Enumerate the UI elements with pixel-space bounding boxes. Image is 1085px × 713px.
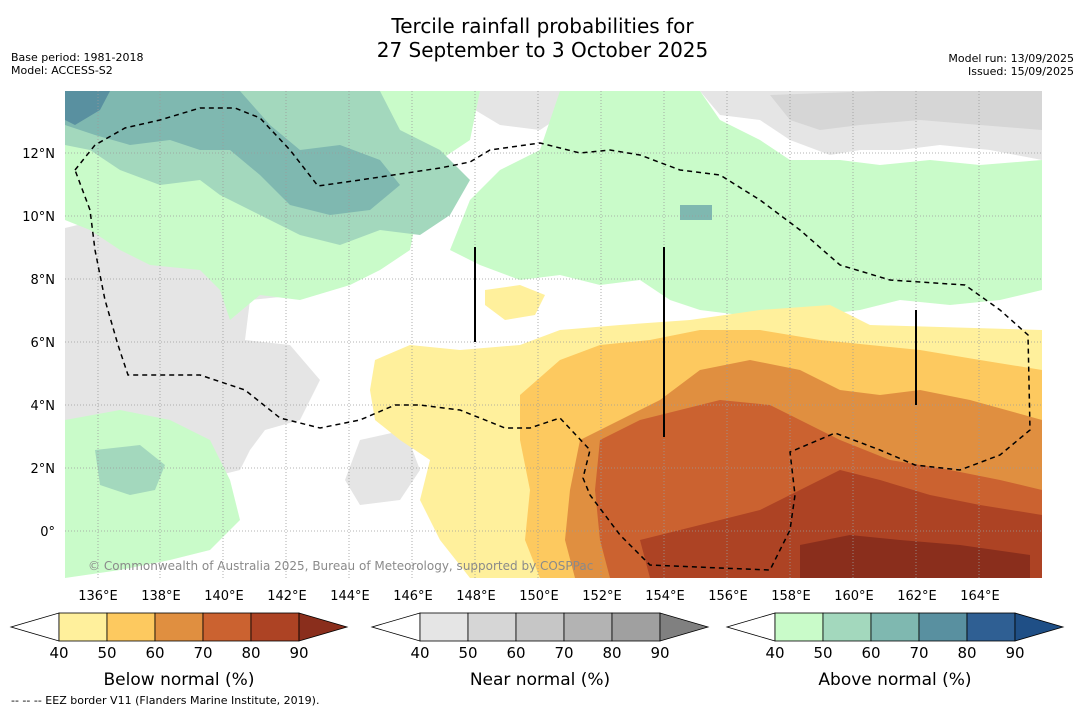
lon-label: 144°E bbox=[330, 589, 370, 604]
colorbar-3: 40 50 60 70 80 90 Above normal (%) bbox=[725, 612, 1065, 690]
below-normal-region-90 bbox=[800, 535, 1030, 578]
eez-footnote: -- -- -- EEZ border V11 (Flanders Marine… bbox=[11, 694, 320, 707]
lon-label: 138°E bbox=[141, 589, 181, 604]
lon-label: 150°E bbox=[519, 589, 559, 604]
above-normal-region-southwest-mid bbox=[95, 445, 165, 495]
lon-label: 156°E bbox=[708, 589, 748, 604]
colorbar-segment bbox=[563, 612, 613, 642]
colorbar-tick-label: 80 bbox=[602, 644, 621, 662]
colorbar-tick-label: 80 bbox=[241, 644, 260, 662]
probability-field: © Commonwealth of Australia 2025, Bureau… bbox=[65, 91, 1042, 578]
base-period: Base period: 1981-2018 bbox=[11, 51, 144, 64]
colorbar-extend-high bbox=[298, 612, 349, 642]
lon-label: 154°E bbox=[645, 589, 685, 604]
colorbar-1: 40 50 60 70 80 90 Below normal (%) bbox=[9, 612, 349, 690]
below-normal-region-40-blob bbox=[485, 285, 545, 320]
near-normal-region-darker bbox=[770, 91, 1042, 130]
above-normal-region-blob-1 bbox=[680, 205, 712, 220]
colorbar-tick-label: 50 bbox=[97, 644, 116, 662]
colorbar-segment bbox=[918, 612, 968, 642]
model-info: Base period: 1981-2018 Model: ACCESS-S2 bbox=[11, 51, 143, 77]
lon-label: 162°E bbox=[897, 589, 937, 604]
colorbar-tick-label: 60 bbox=[506, 644, 525, 662]
above-normal-region-northwest-peak bbox=[65, 91, 110, 125]
colorbar-extend-high bbox=[659, 612, 710, 642]
colorbar-tick-label: 70 bbox=[909, 644, 928, 662]
colorbar-title: Above normal (%) bbox=[818, 670, 971, 690]
colorbar-tick-label: 80 bbox=[957, 644, 976, 662]
title-line-2: 27 September to 3 October 2025 bbox=[376, 38, 709, 62]
near-normal-region-top-center bbox=[475, 91, 570, 130]
lat-label: 4°N bbox=[31, 399, 56, 414]
run-info: Model run: 13/09/2025 Issued: 15/09/2025 bbox=[948, 52, 1074, 78]
colorbar-segment bbox=[822, 612, 872, 642]
above-normal-region-northeast bbox=[450, 91, 1042, 320]
colorbar-segment bbox=[467, 612, 517, 642]
lat-label: 6°N bbox=[31, 336, 56, 351]
colorbar-extend-low bbox=[725, 612, 776, 642]
colorbar-tick-label: 90 bbox=[650, 644, 669, 662]
title-line-1: Tercile rainfall probabilities for bbox=[391, 14, 694, 38]
lon-label: 136°E bbox=[78, 589, 118, 604]
colorbar-segment bbox=[58, 612, 108, 642]
colorbar-tick-label: 60 bbox=[861, 644, 880, 662]
latitude-axis: 12°N 10°N 8°N 6°N 4°N 2°N 0° bbox=[22, 147, 55, 540]
lat-label: 0° bbox=[40, 525, 55, 540]
lon-label: 152°E bbox=[582, 589, 622, 604]
colorbar-2: 40 50 60 70 80 90 Near normal (%) bbox=[370, 612, 710, 690]
copyright-notice: © Commonwealth of Australia 2025, Bureau… bbox=[88, 559, 593, 573]
colorbar-tick-label: 50 bbox=[458, 644, 477, 662]
eez-border bbox=[74, 107, 1031, 571]
lat-label: 10°N bbox=[22, 210, 55, 225]
lon-label: 140°E bbox=[204, 589, 244, 604]
colorbar-tick-label: 40 bbox=[49, 644, 68, 662]
colorbar-segment bbox=[106, 612, 156, 642]
colorbar-tick-label: 70 bbox=[554, 644, 573, 662]
colorbar-segment bbox=[966, 612, 1016, 642]
colorbar-tick-label: 90 bbox=[289, 644, 308, 662]
colorbar-tick-label: 40 bbox=[410, 644, 429, 662]
colorbar-segment bbox=[515, 612, 565, 642]
colorbar-title: Below normal (%) bbox=[104, 670, 255, 690]
model-name: Model: ACCESS-S2 bbox=[11, 64, 113, 77]
colorbar-tick-label: 90 bbox=[1005, 644, 1024, 662]
colorbar-extend-low bbox=[370, 612, 421, 642]
lat-label: 12°N bbox=[22, 147, 55, 162]
colorbar-segment bbox=[419, 612, 469, 642]
longitude-axis: 136°E 138°E 140°E 142°E 144°E 146°E 148°E 150°E… bbox=[78, 589, 1000, 604]
colorbar-segment bbox=[870, 612, 920, 642]
colorbar-extend-high bbox=[1014, 612, 1065, 642]
colorbar-title: Near normal (%) bbox=[470, 670, 610, 690]
colorbar-segment bbox=[611, 612, 661, 642]
near-normal-region-center bbox=[345, 430, 420, 505]
lon-label: 146°E bbox=[393, 589, 433, 604]
colorbar-tick-label: 70 bbox=[193, 644, 212, 662]
colorbar-segment bbox=[154, 612, 204, 642]
model-run: Model run: 13/09/2025 bbox=[948, 52, 1074, 65]
colorbar-tick-label: 60 bbox=[145, 644, 164, 662]
map-title: Tercile rainfall probabilities for 27 Se… bbox=[0, 14, 1085, 62]
lon-label: 164°E bbox=[960, 589, 1000, 604]
lat-label: 2°N bbox=[31, 462, 56, 477]
colorbar-extend-low bbox=[9, 612, 60, 642]
colorbars: 40 50 60 70 80 90 Below normal (%) 40 50 60 70 80 90… bbox=[9, 612, 1065, 690]
colorbar-segment bbox=[774, 612, 824, 642]
issued-date: Issued: 15/09/2025 bbox=[967, 65, 1074, 78]
lon-label: 148°E bbox=[456, 589, 496, 604]
colorbar-tick-label: 50 bbox=[813, 644, 832, 662]
colorbar-segment bbox=[202, 612, 252, 642]
lat-label: 8°N bbox=[31, 273, 56, 288]
colorbar-tick-label: 40 bbox=[765, 644, 784, 662]
colorbar-segment bbox=[250, 612, 300, 642]
lon-label: 142°E bbox=[267, 589, 307, 604]
lon-label: 158°E bbox=[771, 589, 811, 604]
lon-label: 160°E bbox=[834, 589, 874, 604]
